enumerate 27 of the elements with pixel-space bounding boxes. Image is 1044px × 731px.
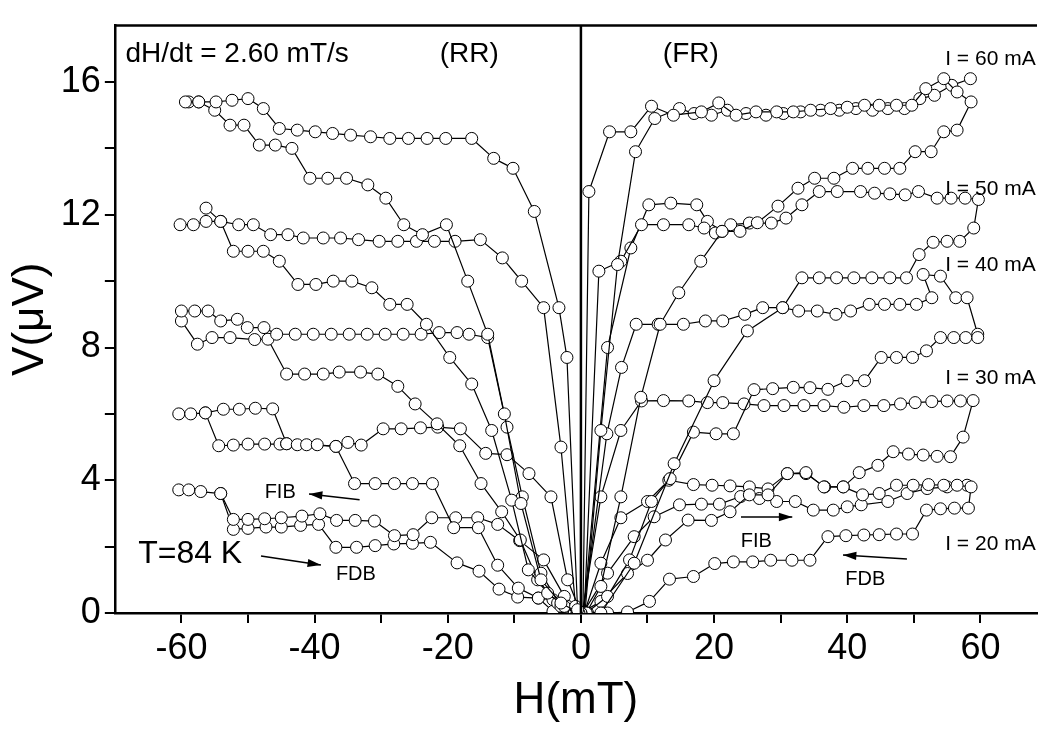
y-tick-label: 8 bbox=[80, 324, 101, 366]
y-tick-label: 4 bbox=[80, 457, 101, 499]
annotation: FIB bbox=[740, 528, 772, 551]
x-axis-title: H(mT) bbox=[513, 672, 639, 722]
x-tick-label: -40 bbox=[288, 625, 341, 667]
annotation: I = 50 mA bbox=[945, 175, 1036, 199]
annotation: FDB bbox=[845, 566, 886, 589]
annotation: I = 60 mA bbox=[945, 46, 1036, 70]
x-tick-label: -20 bbox=[421, 625, 474, 667]
annotation: I = 20 mA bbox=[945, 530, 1036, 554]
annotation: dH/dt = 2.60 mT/s bbox=[125, 37, 349, 69]
y-tick-label: 16 bbox=[60, 58, 101, 100]
y-axis-title: V(μV) bbox=[2, 262, 52, 376]
annotation: I = 30 mA bbox=[945, 365, 1036, 389]
x-tick-label: -60 bbox=[155, 625, 208, 667]
annotation: (RR) bbox=[439, 37, 499, 69]
x-tick-label: 40 bbox=[827, 625, 868, 667]
y-tick-label: 0 bbox=[80, 589, 101, 631]
x-tick-label: 0 bbox=[570, 625, 591, 667]
annotation: FIB bbox=[264, 480, 296, 503]
annotation: T=84 K bbox=[138, 534, 243, 571]
x-tick-label: 20 bbox=[694, 625, 735, 667]
annotation: I = 40 mA bbox=[945, 252, 1036, 276]
y-tick-label: 12 bbox=[60, 191, 101, 233]
annotation: FDB bbox=[335, 561, 376, 584]
annotation: (FR) bbox=[662, 37, 719, 69]
x-tick-label: 60 bbox=[960, 625, 1001, 667]
